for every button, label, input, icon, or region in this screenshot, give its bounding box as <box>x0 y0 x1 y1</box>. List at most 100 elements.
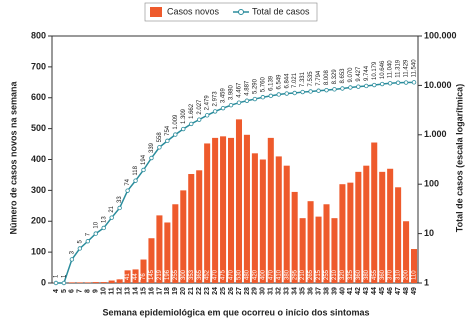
line-value-label: 9.744 <box>364 65 370 81</box>
x-tick-label: 25 <box>220 287 227 295</box>
bar-value-label: 360 <box>380 269 386 280</box>
line-marker <box>252 96 258 102</box>
x-tick-label: 22 <box>196 287 203 295</box>
bar <box>140 259 147 283</box>
bar <box>307 201 314 283</box>
bar <box>156 215 163 283</box>
line-value-label: 4.887 <box>245 80 251 96</box>
bar <box>164 222 171 283</box>
line-value-label: 10 <box>93 221 99 228</box>
bar <box>355 171 362 283</box>
bar-value-label: 420 <box>252 269 258 280</box>
bar <box>204 143 211 283</box>
bar-value-label: 255 <box>173 269 179 280</box>
bar <box>379 171 386 283</box>
x-tick-label: 28 <box>244 287 251 295</box>
line-marker <box>101 225 106 231</box>
line-marker <box>379 81 385 87</box>
line-value-label: 7.794 <box>316 70 322 86</box>
line-value-label: 5.290 <box>252 78 258 94</box>
line-value-label: 2.027 <box>197 99 203 115</box>
bar <box>188 174 195 283</box>
line-value-label: 2.479 <box>205 95 211 111</box>
line-marker <box>348 85 353 90</box>
bar <box>363 165 370 283</box>
line-marker <box>411 80 417 85</box>
line-marker <box>165 138 170 144</box>
bar-value-label: 210 <box>300 269 306 280</box>
x-tick-label: 11 <box>109 287 116 295</box>
line-value-label: 11.319 <box>396 59 402 78</box>
bar-value-label: 200 <box>404 269 410 280</box>
bar <box>323 204 330 283</box>
bar-value-label: 145 <box>149 269 155 280</box>
bar <box>339 184 346 283</box>
line-marker <box>364 83 369 89</box>
y2-tick-label: 100 <box>424 179 439 189</box>
bar-value-label: 2 <box>77 276 83 280</box>
bar-value-label: 295 <box>292 269 298 280</box>
line-marker <box>292 90 297 96</box>
bar <box>76 282 83 283</box>
bar <box>243 134 250 283</box>
x-tick-label: 20 <box>180 287 187 295</box>
x-tick-label: 41 <box>347 287 354 295</box>
bar <box>100 282 107 283</box>
bar-value-label: 400 <box>260 269 266 280</box>
bar-value-label: 255 <box>324 269 330 280</box>
bar-value-label: 470 <box>213 269 219 280</box>
bar <box>196 170 203 283</box>
line-value-label: 1.309 <box>181 108 187 124</box>
bar <box>235 119 243 283</box>
bar-value-label: 8 <box>109 276 115 280</box>
bar-value-label: 196 <box>165 269 171 280</box>
bar <box>180 190 187 283</box>
bar-value-label: 0 <box>62 276 68 280</box>
bar <box>132 269 139 283</box>
y2-axis-title: Total de casos (escala logarítmica) <box>454 84 464 232</box>
x-tick-label: 36 <box>307 287 314 295</box>
line-value-label: 5.760 <box>260 77 266 93</box>
line-value-label: 5 <box>77 239 83 243</box>
line-marker <box>212 109 218 114</box>
bar <box>148 238 155 283</box>
bar <box>259 159 266 283</box>
line-marker <box>403 80 409 85</box>
line-marker <box>316 88 321 93</box>
bar <box>410 249 418 283</box>
x-tick-label: 45 <box>379 287 386 295</box>
line-marker <box>244 98 250 103</box>
y-tick-label: 300 <box>31 185 46 195</box>
line-value-label: 1.662 <box>189 103 195 119</box>
y2-tick-label: 100.000 <box>424 30 457 40</box>
line <box>55 81 415 284</box>
line-marker <box>228 102 234 108</box>
line-value-label: 1.009 <box>173 114 179 130</box>
bar <box>371 142 378 283</box>
bar-value-label: 41 <box>125 273 131 280</box>
x-tick-label: 19 <box>172 287 179 295</box>
y-tick-label: 800 <box>31 30 46 40</box>
line-marker <box>276 92 281 97</box>
x-tick-label: 12 <box>116 287 123 295</box>
line-marker <box>300 89 305 95</box>
line-marker <box>69 257 75 262</box>
bar <box>92 282 99 283</box>
line-marker <box>173 132 178 137</box>
line-value-label: 558 <box>157 132 163 143</box>
bar-value-label: 380 <box>364 269 370 280</box>
x-tick-label: 14 <box>132 287 139 295</box>
line-value-label: 6.549 <box>276 74 282 90</box>
bar-value-label: 219 <box>157 269 163 280</box>
bar <box>251 153 258 283</box>
line-value-label: 11.540 <box>412 59 418 78</box>
x-tick-label: 23 <box>204 287 211 295</box>
bar-value-label: 455 <box>372 269 378 280</box>
x-tick-label: 9 <box>93 289 100 293</box>
bar-value-label: 3 <box>93 276 99 280</box>
bar-value-label: 410 <box>276 269 282 280</box>
y-tick-label: 0 <box>41 277 46 287</box>
line-value-label: 3.980 <box>229 84 235 100</box>
bar-value-label: 470 <box>229 269 235 280</box>
